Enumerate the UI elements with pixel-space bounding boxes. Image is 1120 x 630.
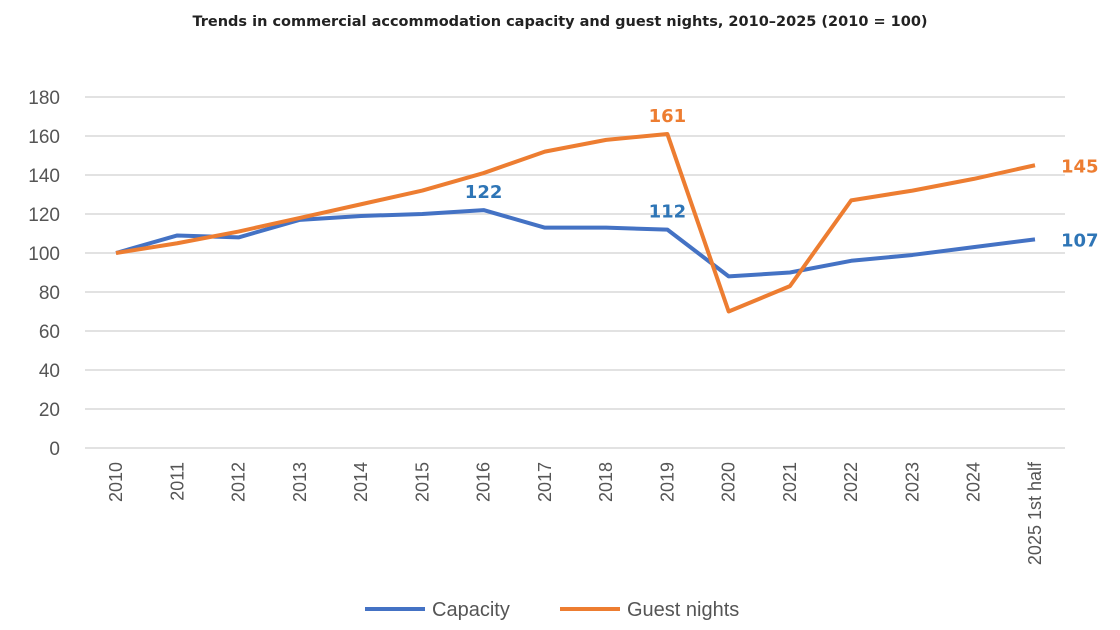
x-tick-label: 2020	[719, 462, 739, 502]
data-label: 145	[1061, 156, 1099, 177]
x-tick-label: 2017	[535, 462, 555, 502]
data-label: 161	[649, 106, 687, 127]
y-tick-label: 160	[28, 127, 60, 148]
legend-label: Capacity	[432, 599, 510, 621]
x-tick-label: 2021	[780, 462, 800, 502]
y-tick-label: 120	[28, 205, 60, 226]
y-tick-label: 20	[39, 400, 60, 421]
series-line-guest-nights	[115, 132, 1036, 314]
y-tick-label: 180	[28, 88, 60, 109]
x-tick-label: 2011	[167, 462, 187, 501]
series-line-capacity	[115, 208, 1036, 279]
y-tick-label: 140	[28, 166, 60, 187]
x-tick-label: 2014	[351, 462, 371, 502]
x-tick-label: 2010	[106, 462, 126, 502]
y-tick-label: 60	[39, 322, 60, 343]
data-label: 107	[1061, 230, 1099, 251]
y-tick-label: 40	[39, 361, 60, 382]
x-tick-label: 2015	[412, 462, 432, 502]
x-tick-label: 2025 1st half	[1025, 461, 1045, 565]
x-tick-label: 2022	[841, 462, 861, 502]
x-tick-label: 2013	[290, 462, 310, 502]
y-tick-label: 80	[39, 283, 60, 304]
legend-label: Guest nights	[627, 599, 739, 621]
x-tick-label: 2019	[657, 462, 677, 502]
y-tick-label: 0	[49, 439, 60, 460]
x-tick-label: 2023	[902, 462, 922, 502]
chart-title: Trends in commercial accommodation capac…	[192, 14, 927, 30]
x-tick-label: 2024	[964, 462, 984, 502]
x-tick-label: 2016	[474, 462, 494, 502]
x-tick-label: 2012	[229, 462, 249, 502]
data-label: 122	[465, 182, 503, 203]
y-tick-label: 100	[28, 244, 60, 265]
x-tick-label: 2018	[596, 462, 616, 502]
data-label: 112	[649, 202, 687, 223]
